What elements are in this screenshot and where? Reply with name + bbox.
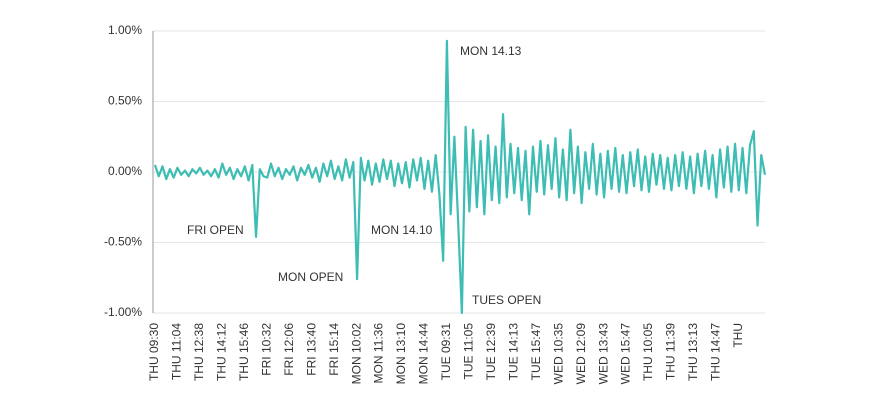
x-tick-label: MON 14:44: [417, 323, 431, 385]
x-tick-label: TUE 09:31: [439, 323, 453, 381]
y-tick-label: 0.00%: [108, 164, 142, 178]
x-tick-label: THU: [731, 323, 745, 348]
x-tick-label: WED 15:47: [619, 323, 633, 385]
x-tick-label: TUE 14:13: [506, 323, 520, 381]
y-tick-label: -0.50%: [104, 235, 142, 249]
x-tick-label: THU 11:39: [664, 323, 678, 380]
x-tick-label: FRI 13:40: [304, 323, 318, 376]
x-tick-label: FRI 12:06: [282, 323, 296, 376]
x-tick-label: TUE 11:05: [462, 323, 476, 380]
x-tick-label: WED 13:43: [596, 323, 610, 385]
x-tick-label: THU 13:13: [686, 323, 700, 381]
x-tick-label: THU 12:38: [192, 323, 206, 381]
annotation: MON 14.13: [460, 44, 522, 58]
x-tick-label: FRI 15:14: [327, 323, 341, 376]
x-tick-label: FRI 10:32: [259, 323, 273, 376]
annotation: MON 14.10: [371, 223, 433, 237]
x-tick-label: THU 14:47: [709, 323, 723, 381]
y-tick-label: 0.50%: [108, 94, 142, 108]
x-tick-label: THU 14:12: [215, 323, 229, 381]
x-tick-label: WED 12:09: [574, 323, 588, 385]
x-tick-label: THU 15:46: [237, 323, 251, 381]
x-tick-label: MON 11:36: [372, 323, 386, 384]
y-tick-label: 1.00%: [108, 23, 142, 37]
x-tick-label: MON 13:10: [394, 323, 408, 385]
x-tick-label: WED 10:35: [551, 323, 565, 385]
y-tick-label: -1.00%: [104, 305, 142, 319]
annotation: FRI OPEN: [187, 223, 244, 237]
x-tick-label: THU 09:30: [147, 323, 161, 381]
x-tick-label: MON 10:02: [349, 323, 363, 385]
annotation: MON OPEN: [278, 270, 343, 284]
x-tick-label: THU 10:05: [641, 323, 655, 381]
x-tick-label: TUE 12:39: [484, 323, 498, 381]
x-tick-label: TUE 15:47: [529, 323, 543, 381]
annotation: TUES OPEN: [472, 293, 541, 307]
data-line: [153, 39, 767, 315]
x-tick-label: THU 11:04: [170, 323, 184, 380]
